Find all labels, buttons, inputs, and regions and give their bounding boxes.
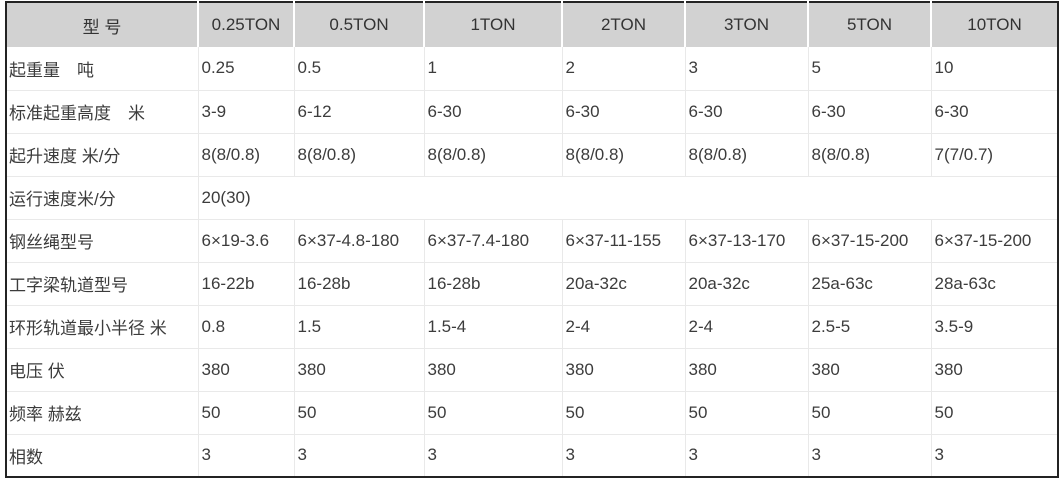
cell-value: 20(30) xyxy=(197,176,1058,220)
row-label: 标准起重高度 米 xyxy=(6,90,198,134)
cell-value: 380 xyxy=(197,348,294,392)
cell-value: 10 xyxy=(930,47,1058,91)
cell-value: 0.5 xyxy=(293,47,424,91)
spec-table-container: 型 号 0.25TON 0.5TON 1TON 2TON 3TON 5TON 10TON 起… xyxy=(5,1,1059,478)
cell-value: 380 xyxy=(423,348,562,392)
cell-value: 2-4 xyxy=(561,305,685,349)
cell-value: 50 xyxy=(807,391,931,435)
cell-value: 380 xyxy=(561,348,685,392)
cell-value: 8(8/0.8) xyxy=(197,133,294,177)
cell-value: 3-9 xyxy=(197,90,294,134)
cell-value: 0.8 xyxy=(197,305,294,349)
cell-value: 380 xyxy=(293,348,424,392)
cell-value: 20a-32c xyxy=(561,262,685,306)
cell-value: 50 xyxy=(423,391,562,435)
header-col-2ton: 2TON xyxy=(561,2,685,47)
row-label: 工字梁轨道型号 xyxy=(6,262,198,306)
row-label: 环形轨道最小半径 米 xyxy=(6,305,198,349)
cell-value: 16-22b xyxy=(197,262,294,306)
cell-value: 20a-32c xyxy=(684,262,808,306)
header-col-3ton: 3TON xyxy=(684,2,808,47)
header-col-5ton: 5TON xyxy=(807,2,931,47)
row-label: 相数 xyxy=(9,447,43,467)
cell-value: 8(8/0.8) xyxy=(807,133,931,177)
cell-value: 6-30 xyxy=(684,90,808,134)
table-row: 钢丝绳型号 6×19-3.6 6×37-4.8-180 6×37-7.4-180 6×3… xyxy=(6,219,1058,263)
cell-value: 50 xyxy=(684,391,808,435)
cell-value: 3 xyxy=(684,47,808,91)
cell-value: 6×37-15-200 xyxy=(930,219,1058,263)
header-col-1ton: 1TON xyxy=(423,2,562,47)
table-row: 环形轨道最小半径 米 0.8 1.5 1.5-4 2-4 2-4 2.5-5 3.5-9 xyxy=(6,305,1058,349)
cell-value: 6-30 xyxy=(423,90,562,134)
cell-value: 6-12 xyxy=(293,90,424,134)
cell-value: 8(8/0.8) xyxy=(293,133,424,177)
cell-value: 8(8/0.8) xyxy=(423,133,562,177)
cell-value: 3 xyxy=(423,434,562,477)
cell-value: 6×19-3.6 xyxy=(197,219,294,263)
cell-value: 50 xyxy=(197,391,294,435)
cell-value: 7(7/0.7) xyxy=(930,133,1058,177)
cell-value: 6×37-11-155 xyxy=(561,219,685,263)
cell-value: 1 xyxy=(423,47,562,91)
crane-spec-table: 型 号 0.25TON 0.5TON 1TON 2TON 3TON 5TON 10TON 起… xyxy=(5,1,1059,478)
cell-value: 2-4 xyxy=(684,305,808,349)
cell-value: 3.5-9 xyxy=(930,305,1058,349)
row-label: 起升速度 米/分 xyxy=(6,133,198,177)
row-label: 钢丝绳型号 xyxy=(6,219,198,263)
cell-value: 380 xyxy=(807,348,931,392)
cell-value: 2.5-5 xyxy=(807,305,931,349)
cell-value: 8(8/0.8) xyxy=(684,133,808,177)
cell-value: 6-30 xyxy=(807,90,931,134)
cell-value: 3 xyxy=(293,434,424,477)
cell-value: 6×37-13-170 xyxy=(684,219,808,263)
cell-value: 3 xyxy=(197,434,294,477)
cell-value: 3 xyxy=(684,434,808,477)
cell-value: 6-30 xyxy=(561,90,685,134)
cell-value: 3 xyxy=(807,434,931,477)
cell-value: 50 xyxy=(561,391,685,435)
table-row: 频率 赫兹 50 50 50 50 50 50 50 xyxy=(6,391,1058,435)
cell-value: 25a-63c xyxy=(807,262,931,306)
table-row: 起升速度 米/分 8(8/0.8) 8(8/0.8) 8(8/0.8) 8(8/0.8)… xyxy=(6,133,1058,177)
cell-value: 16-28b xyxy=(423,262,562,306)
header-col-0.25ton: 0.25TON xyxy=(197,2,294,47)
table-row: 工字梁轨道型号 16-22b 16-28b 16-28b 20a-32c 20a-32c 2… xyxy=(6,262,1058,306)
row-label: 电压 伏 xyxy=(6,348,198,392)
cell-value: 1.5 xyxy=(293,305,424,349)
header-row: 型 号 0.25TON 0.5TON 1TON 2TON 3TON 5TON 10TON xyxy=(6,2,1058,47)
cell-value: 3 xyxy=(561,434,685,477)
cell-value: 2 xyxy=(561,47,685,91)
cell-value: 380 xyxy=(930,348,1058,392)
cell-value: 1.5-4 xyxy=(423,305,562,349)
header-col-10ton: 10TON xyxy=(930,2,1058,47)
table-row: 标准起重高度 米 3-9 6-12 6-30 6-30 6-30 6-30 6-30 xyxy=(6,90,1058,134)
cell-value: 6×37-7.4-180 xyxy=(423,219,562,263)
table-row: 起重量 吨 0.25 0.5 1 2 3 5 10 xyxy=(6,47,1058,91)
cell-value: 50 xyxy=(930,391,1058,435)
cell-value: 5 xyxy=(807,47,931,91)
cell-value: 0.25 xyxy=(197,47,294,91)
header-model-cell: 型 号 xyxy=(6,2,198,47)
table-row: 电压 伏 380 380 380 380 380 380 380 xyxy=(6,348,1058,392)
cell-value: 6-30 xyxy=(930,90,1058,134)
cell-value: 3 xyxy=(930,434,1058,477)
row-label: 频率 赫兹 xyxy=(6,391,198,435)
cell-value: 50 xyxy=(293,391,424,435)
table-row: 运行速度米/分 20(30) xyxy=(6,176,1058,220)
row-label: 起重量 吨 xyxy=(6,47,198,91)
table-body: 起重量 吨 0.25 0.5 1 2 3 5 10 标准起重高度 米 3-9 6-12 6-30 6-3… xyxy=(6,47,1058,477)
header-col-0.5ton: 0.5TON xyxy=(293,2,424,47)
row-label: 运行速度米/分 xyxy=(6,176,198,220)
cell-value: 8(8/0.8) xyxy=(561,133,685,177)
table-row: 相数 3 3 3 3 3 3 3 xyxy=(6,434,1058,477)
cell-value: 28a-63c xyxy=(930,262,1058,306)
cell-value: 6×37-4.8-180 xyxy=(293,219,424,263)
cell-value: 16-28b xyxy=(293,262,424,306)
cell-value: 6×37-15-200 xyxy=(807,219,931,263)
cell-value: 380 xyxy=(684,348,808,392)
